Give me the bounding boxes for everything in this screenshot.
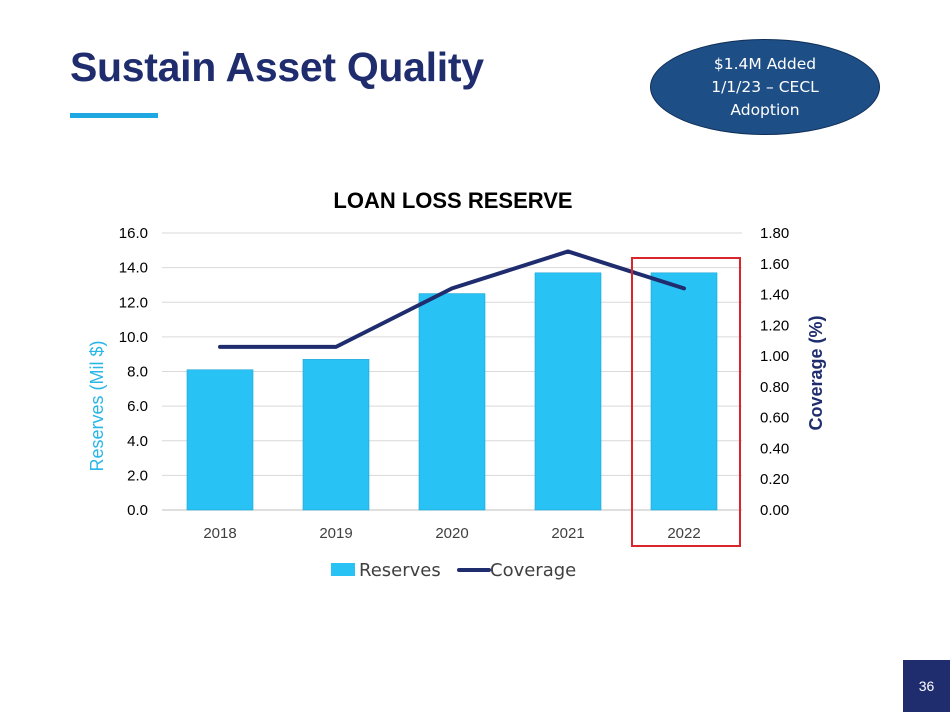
- reserves-bar: [302, 359, 370, 511]
- legend-label-coverage: Coverage: [490, 560, 576, 581]
- left-tick-label: 16.0: [119, 225, 148, 242]
- left-tick-label: 8.0: [127, 364, 148, 381]
- legend: Reserves Coverage: [331, 560, 576, 581]
- left-tick-label: 6.0: [127, 398, 148, 415]
- reserves-bar: [534, 272, 602, 511]
- left-tick-label: 10.0: [119, 329, 148, 346]
- right-tick-label: 1.60: [760, 256, 789, 273]
- x-axis-ticks: 2018 2019 2020 2021 2022: [203, 525, 700, 542]
- right-tick-label: 1.00: [760, 348, 789, 365]
- coverage-line-layer: [218, 249, 686, 349]
- cecl-callout: $1.4M Added 1/1/23 – CECL Adoption: [650, 39, 880, 135]
- legend-label-reserves: Reserves: [359, 560, 441, 581]
- reserves-bar: [186, 369, 254, 511]
- slide-title: Sustain Asset Quality: [70, 44, 484, 90]
- legend-swatch-reserves: [331, 563, 355, 576]
- left-tick-label: 2.0: [127, 467, 148, 484]
- left-axis-ticks: 0.0 2.0 4.0 6.0 8.0 10.0 12.0 14.0 16.0: [119, 225, 148, 519]
- reserves-bar: [650, 272, 718, 511]
- left-tick-label: 14.0: [119, 260, 148, 277]
- right-axis-title: Coverage (%): [806, 315, 826, 430]
- right-tick-label: 0.00: [760, 502, 789, 519]
- reserves-bar: [418, 293, 486, 511]
- callout-text: $1.4M Added 1/1/23 – CECL Adoption: [711, 54, 819, 119]
- left-tick-label: 4.0: [127, 433, 148, 450]
- x-tick-label: 2019: [319, 525, 352, 542]
- x-tick-label: 2018: [203, 525, 236, 542]
- coverage-line: [218, 249, 686, 349]
- highlight-box-2022: [631, 257, 741, 547]
- chart-title: LOAN LOSS RESERVE: [333, 188, 572, 213]
- right-tick-label: 0.80: [760, 379, 789, 396]
- right-tick-label: 1.20: [760, 317, 789, 334]
- left-axis-title: Reserves (Mil $): [87, 340, 107, 471]
- right-tick-label: 1.80: [760, 225, 789, 242]
- left-tick-label: 0.0: [127, 502, 148, 519]
- left-tick-label: 12.0: [119, 294, 148, 311]
- x-tick-label: 2022: [667, 525, 700, 542]
- x-tick-label: 2020: [435, 525, 468, 542]
- right-axis-ticks: 0.00 0.20 0.40 0.60 0.80 1.00 1.20 1.40 1.60 1.80: [760, 225, 789, 519]
- right-tick-label: 0.20: [760, 471, 789, 488]
- right-tick-label: 1.40: [760, 287, 789, 304]
- right-tick-label: 0.60: [760, 410, 789, 427]
- title-accent-rule: [70, 113, 158, 118]
- bars: [186, 272, 718, 511]
- page-number: 36: [903, 660, 950, 712]
- x-tick-label: 2021: [551, 525, 584, 542]
- right-tick-label: 0.40: [760, 440, 789, 457]
